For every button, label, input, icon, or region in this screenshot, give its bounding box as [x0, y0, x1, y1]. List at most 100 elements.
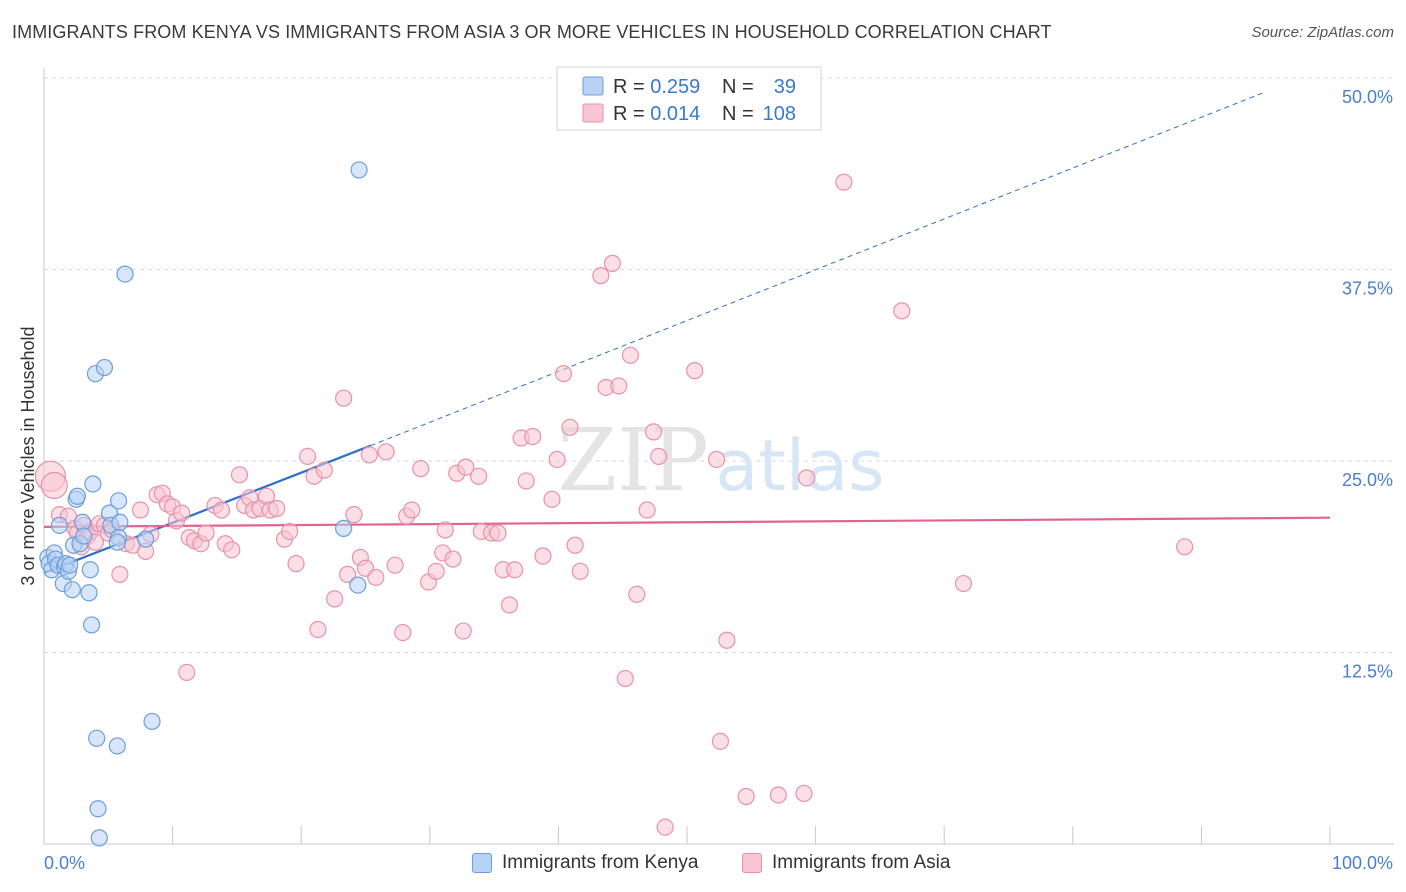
- kenya-point-24: [88, 729, 106, 747]
- asia-point-43: [268, 499, 286, 518]
- asia-point-84: [543, 490, 561, 508]
- y-tick-label-2: 37.5%: [1342, 279, 1393, 299]
- kenya-point-26: [90, 829, 108, 847]
- watermark-zip: ZIP: [557, 411, 709, 511]
- y-axis-label: 3 or more Vehicles in Household: [18, 326, 38, 585]
- kenya-point-22: [84, 475, 102, 493]
- legend-label-kenya: Immigrants from Kenya: [502, 852, 699, 873]
- kenya-point-30: [109, 492, 128, 510]
- axes: [43, 68, 1394, 845]
- asia-point-26: [173, 504, 191, 522]
- asia-point-73: [470, 467, 488, 485]
- asia-point-60: [386, 556, 404, 574]
- legend-n-value-kenya: 39: [774, 76, 796, 98]
- kenya-point-35: [116, 265, 134, 283]
- asia-point-109: [835, 173, 853, 191]
- legend-label-asia: Immigrants from Asia: [772, 852, 951, 873]
- asia-point-85: [548, 450, 566, 469]
- asia-point-110: [893, 302, 911, 320]
- asia-point-72: [457, 458, 475, 476]
- y-tick-label-0: 12.5%: [1342, 662, 1393, 682]
- asia-point-49: [309, 620, 327, 639]
- legend-swatch-kenya: [582, 76, 604, 96]
- kenya-point-25: [89, 800, 107, 818]
- svg-text:R = 0.259: R = 0.259: [613, 76, 700, 98]
- kenya-point-18: [75, 527, 93, 545]
- asia-point-76: [489, 524, 507, 542]
- asia-point-101: [686, 362, 704, 380]
- asia-point-46: [287, 555, 305, 573]
- asia-point-98: [644, 423, 663, 441]
- kenya-point-34: [108, 737, 126, 755]
- asia-point-83: [534, 547, 552, 565]
- asia-point-78: [500, 596, 519, 614]
- series-legend: Immigrants from Kenya Immigrants from As…: [0, 852, 1406, 878]
- legend-n-value-asia: 108: [763, 103, 796, 125]
- asia-point-15: [111, 565, 129, 583]
- asia-point-69: [444, 550, 462, 568]
- asia-point-88: [566, 536, 584, 554]
- legend-item-kenya[interactable]: Immigrants from Kenya: [472, 852, 698, 874]
- kenya-point-15: [68, 487, 87, 505]
- kenya-point-40: [350, 161, 368, 179]
- asia-point-68: [436, 521, 454, 539]
- kenya-point-36: [136, 530, 155, 548]
- kenya-point-27: [95, 358, 114, 377]
- asia-point-100: [656, 818, 674, 836]
- asia-point-33: [212, 501, 231, 519]
- legend-r-label-kenya: R =: [613, 76, 650, 98]
- kenya-point-11: [61, 556, 79, 574]
- correlation-legend: R = 0.259 N = 39 R = 0.014 N = 108: [556, 66, 822, 131]
- asia-point-90: [592, 267, 610, 285]
- asia-point-82: [524, 427, 542, 446]
- asia-point-93: [610, 377, 628, 395]
- kenya-trend-line: [43, 444, 372, 574]
- kenya-point-6: [50, 516, 69, 534]
- asia-point-96: [628, 585, 646, 603]
- legend-item-asia[interactable]: Immigrants from Asia: [742, 852, 950, 874]
- asia-point-104: [718, 631, 736, 649]
- legend-r-value-asia: 0.014: [650, 103, 700, 125]
- asia-point-31: [197, 524, 215, 542]
- legend-r-value-kenya: 0.259: [650, 76, 700, 98]
- y-tick-label-3: 50.0%: [1342, 87, 1393, 107]
- asia-point-103: [711, 732, 730, 750]
- asia-point-105: [737, 787, 755, 806]
- x-tick-label-1: 100.0%: [1332, 853, 1393, 873]
- legend-swatch-kenya-bottom: [472, 853, 492, 873]
- asia-point-1: [40, 471, 68, 500]
- kenya-point-20: [81, 561, 99, 579]
- kenya-point-21: [82, 616, 101, 634]
- kenya-point-19: [80, 584, 98, 602]
- asia-point-99: [650, 447, 668, 466]
- asia-point-111: [954, 574, 973, 593]
- asia-point-64: [412, 460, 430, 478]
- asia-point-112: [1176, 538, 1194, 556]
- asia-point-107: [795, 784, 813, 803]
- x-tick-labels: 0.0% 100.0%: [44, 853, 1393, 873]
- kenya-point-38: [335, 519, 353, 538]
- legend-swatch-asia: [582, 103, 604, 123]
- svg-text:N =: N =: [722, 103, 754, 125]
- asia-point-63: [403, 501, 421, 519]
- asia-point-54: [345, 506, 363, 524]
- y-tick-labels: 12.5% 25.0% 37.5% 50.0%: [1342, 87, 1393, 682]
- svg-text:R = 0.014: R = 0.014: [613, 103, 700, 125]
- kenya-point-37: [143, 712, 161, 731]
- asia-point-89: [571, 562, 589, 580]
- asia-point-92: [603, 254, 622, 272]
- legend-swatch-asia-bottom: [742, 853, 762, 873]
- asia-point-102: [707, 450, 726, 469]
- asia-point-71: [454, 622, 472, 640]
- asia-trend-line: [43, 516, 1331, 528]
- asia-point-47: [299, 447, 317, 466]
- svg-text:N =: N =: [722, 76, 754, 98]
- asia-point-52: [335, 389, 353, 407]
- x-tick-label-0: 0.0%: [44, 853, 85, 873]
- asia-point-108: [797, 469, 816, 487]
- asia-point-18: [131, 501, 150, 519]
- watermark: ZIP atlas: [557, 411, 884, 511]
- y-tick-label-1: 25.0%: [1342, 470, 1393, 490]
- legend-r-label-asia: R =: [613, 103, 650, 125]
- legend-n-label-kenya: N =: [722, 76, 754, 98]
